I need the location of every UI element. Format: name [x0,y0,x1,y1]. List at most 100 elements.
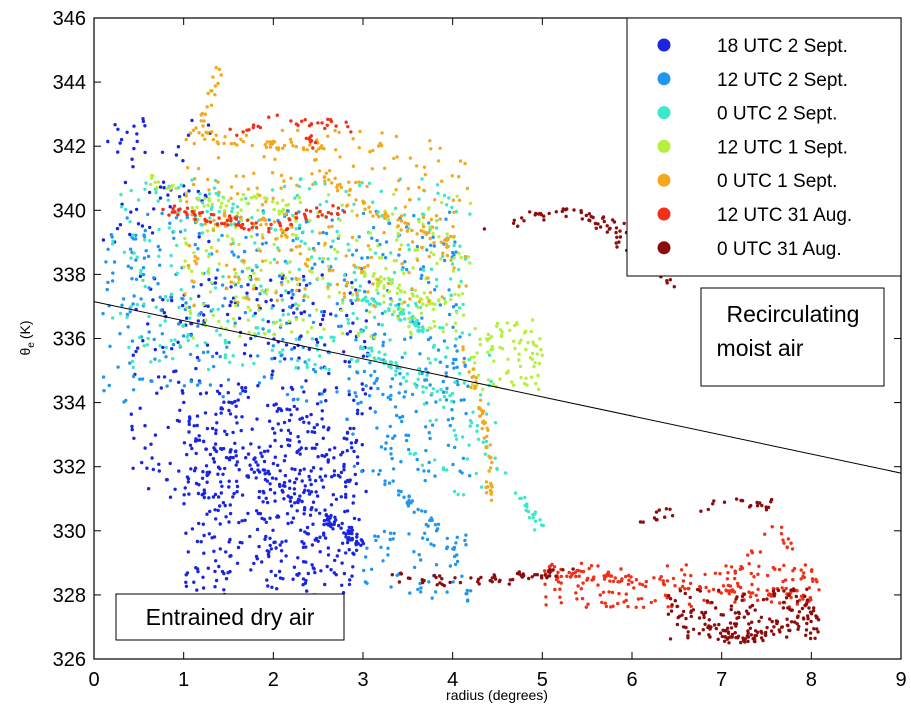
data-point [231,202,235,206]
data-point [220,569,225,574]
data-point [237,242,241,247]
data-point [297,472,302,476]
data-point [493,577,498,581]
data-point [347,389,351,393]
data-point [373,410,377,414]
data-point [747,622,751,626]
data-point [195,588,199,592]
data-point [141,339,145,343]
data-point [447,210,452,214]
data-point [495,324,499,328]
data-point [332,335,336,339]
data-point [254,286,258,291]
data-point [218,547,222,551]
data-point [382,284,386,288]
data-point [388,397,393,401]
data-point [396,489,401,493]
data-point [790,547,795,551]
data-point [196,319,200,323]
data-point [626,582,631,586]
data-point [729,565,734,569]
data-point [273,157,277,161]
data-point [539,574,544,578]
data-point [696,587,700,592]
data-point [517,341,522,345]
data-point [442,583,446,588]
data-point [206,271,211,275]
data-point [308,478,312,482]
data-point [273,321,277,325]
data-point [428,290,433,295]
data-point [338,218,342,222]
data-point [287,305,292,309]
data-point [168,205,172,209]
data-point [162,186,166,190]
data-point [136,198,141,202]
data-point [213,442,218,446]
data-point [275,298,279,303]
data-point [352,516,357,521]
data-point [302,420,306,424]
data-point [241,139,245,144]
data-point [746,553,750,557]
data-point [141,272,146,277]
data-point [355,411,360,416]
data-point [423,478,427,483]
data-point [194,437,198,441]
data-point [765,588,769,593]
data-point [297,440,301,444]
data-point [638,582,642,586]
data-point [308,219,312,223]
data-point [728,635,732,639]
data-point [340,203,344,207]
data-point [248,354,253,358]
data-point [373,335,377,340]
data-point [320,453,324,458]
data-point [131,466,135,470]
data-point [457,293,461,297]
data-point [210,202,214,206]
data-point [445,232,449,236]
data-point [254,277,258,281]
data-point [711,502,715,506]
data-point [134,237,138,241]
data-point [428,336,433,340]
data-point [396,286,400,290]
data-point [270,476,275,480]
data-point [756,572,760,576]
data-point [782,589,786,593]
data-point [256,331,261,336]
data-point [178,343,182,348]
data-point [156,282,160,286]
data-point [478,414,482,418]
data-point [199,540,203,544]
data-point [458,159,463,163]
data-point [675,622,680,627]
data-point [183,292,187,296]
data-point [399,243,403,247]
data-point [309,469,313,473]
data-point [241,192,246,197]
data-point [427,254,431,259]
data-point [197,521,201,526]
data-point [474,471,478,476]
data-point [335,188,340,193]
data-point [398,415,402,420]
data-point [622,600,626,604]
data-point [354,394,358,398]
data-point [280,353,284,357]
data-point [323,126,327,131]
data-point [119,137,124,142]
data-point [215,140,220,144]
data-point [162,311,167,315]
data-point [530,318,535,322]
data-point [436,191,440,195]
data-point [770,525,774,529]
data-point [297,337,301,341]
data-point [640,596,644,601]
data-point [195,344,199,348]
data-point [433,474,437,478]
data-point [575,569,579,573]
data-point [427,230,431,235]
data-point [147,330,151,334]
